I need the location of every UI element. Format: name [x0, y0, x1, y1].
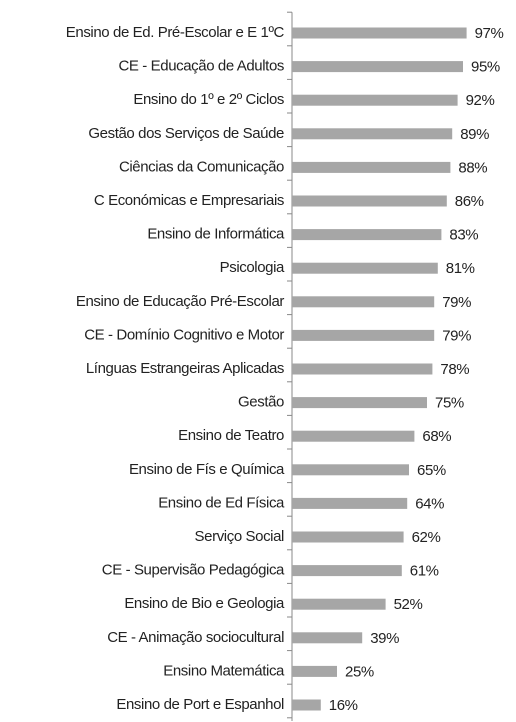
value-label: 86%	[455, 193, 484, 210]
value-label: 81%	[446, 260, 475, 277]
category-label: Ensino de Teatro	[178, 427, 284, 444]
value-label: 75%	[435, 395, 464, 412]
category-label: Gestão	[238, 394, 284, 411]
bar	[292, 464, 409, 476]
value-label: 52%	[394, 596, 423, 613]
category-label: Ensino de Bio e Geologia	[124, 595, 285, 612]
bar	[292, 430, 415, 442]
category-label: Ensino do 1º e 2º Ciclos	[133, 91, 284, 108]
value-label: 39%	[370, 630, 399, 647]
value-label: 83%	[449, 227, 478, 244]
category-label: C Económicas e Empresariais	[94, 192, 284, 209]
category-label: Ensino de Informática	[147, 226, 285, 243]
bar	[292, 94, 458, 106]
category-label: CE - Domínio Cognitivo e Motor	[84, 326, 284, 343]
bar	[292, 497, 408, 509]
bar	[292, 161, 451, 173]
bar	[292, 27, 467, 39]
bar	[292, 531, 404, 543]
value-label: 79%	[442, 294, 471, 311]
value-label: 79%	[442, 327, 471, 344]
value-label: 61%	[410, 563, 439, 580]
value-label: 88%	[458, 159, 487, 176]
category-label: Ensino de Ed Física	[158, 494, 285, 511]
category-label: Ciências da Comunicação	[119, 158, 284, 175]
value-label: 62%	[412, 529, 441, 546]
value-label: 65%	[417, 462, 446, 479]
bar	[292, 229, 442, 241]
category-label: Línguas Estrangeiras Aplicadas	[86, 360, 284, 377]
category-label: Gestão dos Serviços de Saúde	[88, 125, 284, 142]
value-label: 64%	[415, 495, 444, 512]
value-label: 78%	[440, 361, 469, 378]
value-label: 16%	[329, 697, 358, 714]
bar	[292, 598, 386, 610]
value-label: 97%	[475, 25, 504, 42]
bar	[292, 128, 453, 140]
bar	[292, 296, 435, 308]
bar	[292, 699, 321, 711]
bar	[292, 195, 447, 207]
category-label: Ensino de Fís e Química	[129, 461, 285, 478]
value-label: 92%	[466, 92, 495, 109]
bar	[292, 565, 402, 577]
value-label: 25%	[345, 663, 374, 680]
bar	[292, 363, 433, 375]
value-label: 89%	[460, 126, 489, 143]
bar	[292, 61, 463, 73]
bar	[292, 262, 438, 274]
bar	[292, 329, 435, 341]
category-label: Ensino de Educação Pré-Escolar	[76, 293, 285, 310]
category-label: Ensino de Port e Espanhol	[116, 696, 284, 713]
value-label: 68%	[422, 428, 451, 445]
category-label: CE - Educação de Adultos	[118, 58, 284, 75]
bar	[292, 665, 337, 677]
bar	[292, 632, 363, 644]
value-label: 95%	[471, 59, 500, 76]
category-label: CE - Animação sociocultural	[107, 629, 284, 646]
category-label: Ensino Matemática	[163, 662, 285, 679]
category-label: Psicologia	[220, 259, 285, 276]
bar	[292, 397, 427, 409]
category-label: Ensino de Ed. Pré-Escolar e E 1ºC	[66, 24, 285, 41]
category-label: CE - Supervisão Pedagógica	[102, 562, 285, 579]
category-label: Serviço Social	[195, 528, 285, 545]
